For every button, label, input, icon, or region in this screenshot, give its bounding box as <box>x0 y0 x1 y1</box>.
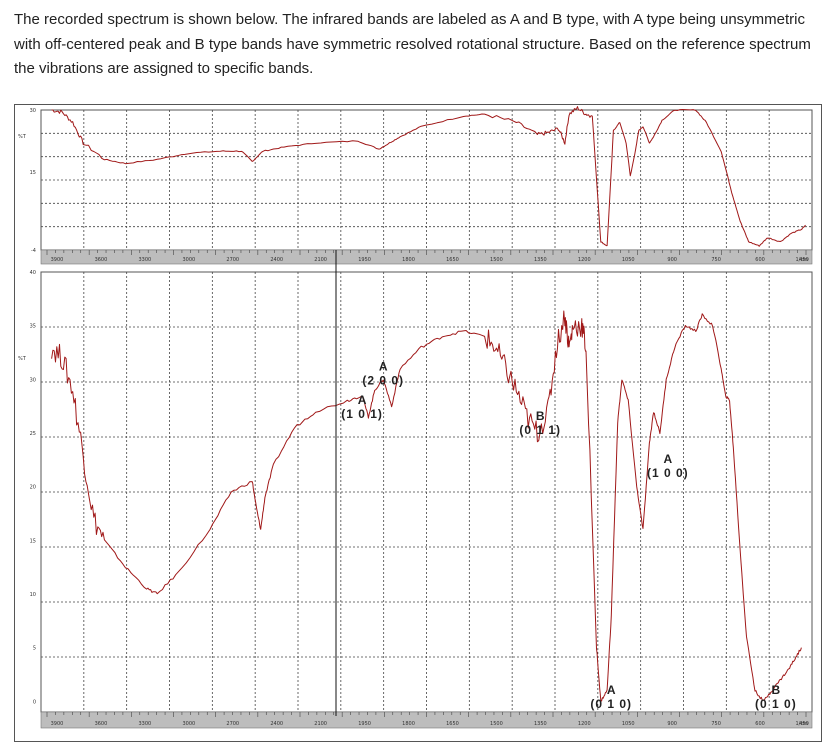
x-tick-label: 3900 <box>51 257 64 263</box>
x-tick-label: 750 <box>711 257 721 263</box>
band-assignment-label: (0 1 1) <box>519 423 561 437</box>
x-tick-label: 2100 <box>314 257 327 263</box>
x-tick-label: 2700 <box>226 721 239 727</box>
y-tick-label: 35 <box>30 324 36 330</box>
overview-spectrum-trace <box>51 106 806 247</box>
x-tick-label: 2400 <box>270 257 283 263</box>
overview-panel: 3900 3600 3300 3000 2700 2400 2100 1950 1800 1650… <box>18 106 813 265</box>
band-assignment-label: (2 0 0) <box>362 374 404 388</box>
x-tick-label: 900 <box>667 257 677 263</box>
x-tick-label: 2400 <box>270 721 283 727</box>
y-axis-unit: %T <box>18 356 27 362</box>
y-tick-label: 30 <box>30 377 36 383</box>
band-assignment-label: (1 0 1) <box>341 407 383 421</box>
band-type-label: A <box>358 393 367 407</box>
x-tick-label: 1650 <box>446 257 459 263</box>
y-tick-label: 40 <box>30 270 36 276</box>
spectrum-figure: 3900 3600 3300 3000 2700 2400 2100 1950 1800 1650… <box>14 104 822 742</box>
x-tick-label: 3000 <box>182 721 195 727</box>
x-tick-label: 1350 <box>534 257 547 263</box>
y-tick-label: 25 <box>30 431 36 437</box>
y-tick-label: 30 <box>30 108 36 114</box>
x-tick-label: 3600 <box>95 257 108 263</box>
x-tick-label: 2700 <box>226 257 239 263</box>
overview-y-tick-labels: 30 15 -4 %T <box>18 108 36 254</box>
overview-x-ticks: 3900 3600 3300 3000 2700 2400 2100 1950 1800 1650… <box>46 250 809 263</box>
overview-grid <box>41 110 812 250</box>
x-tick-label: 1350 <box>534 721 547 727</box>
x-tick-label: 1800 <box>402 257 415 263</box>
y-tick-label: 5 <box>33 646 36 652</box>
y-tick-label: 15 <box>30 538 36 544</box>
x-tick-label: 600 <box>755 721 765 727</box>
x-tick-label: 900 <box>667 721 677 727</box>
x-tick-label: 450 <box>799 257 809 263</box>
y-tick-label: 10 <box>30 592 36 598</box>
x-tick-label: 1650 <box>446 721 459 727</box>
band-type-label: A <box>607 683 616 697</box>
x-tick-label: 450 <box>799 721 809 727</box>
x-tick-label: 3300 <box>139 721 152 727</box>
x-tick-label: 750 <box>711 721 721 727</box>
band-assignment-label: (0 1 0) <box>755 697 797 711</box>
y-axis-unit: %T <box>18 134 27 140</box>
x-tick-label: 3000 <box>182 257 195 263</box>
x-tick-label: 3900 <box>51 721 64 727</box>
x-tick-label: 1200 <box>578 721 591 727</box>
band-annotations: A(1 0 1)A(2 0 0)B(0 1 1)A(1 0 0)A(0 1 0)… <box>341 360 797 711</box>
band-type-label: A <box>379 360 388 374</box>
expanded-spectrum-trace <box>51 310 802 702</box>
x-tick-label: 1500 <box>490 721 503 727</box>
x-tick-label: 2100 <box>314 721 327 727</box>
band-type-label: A <box>663 452 672 466</box>
band-assignment-label: (0 1 0) <box>590 697 632 711</box>
x-tick-label: 1050 <box>622 721 635 727</box>
x-tick-label: 1200 <box>578 257 591 263</box>
band-assignment-label: (1 0 0) <box>647 466 689 480</box>
y-tick-label: 0 <box>33 699 36 705</box>
band-type-label: B <box>772 683 781 697</box>
band-type-label: B <box>536 409 545 423</box>
x-tick-label: 1950 <box>358 721 371 727</box>
x-axis-unit: 1/cm <box>796 721 809 727</box>
x-tick-label: 1800 <box>402 721 415 727</box>
expanded-grid <box>41 272 812 712</box>
x-tick-label: 1500 <box>490 257 503 263</box>
intro-paragraph: The recorded spectrum is shown below. Th… <box>14 11 811 77</box>
x-tick-label: 3300 <box>139 257 152 263</box>
expanded-y-tick-labels: 40 35 30 25 20 15 10 5 0 %T <box>18 270 36 705</box>
y-tick-label: -4 <box>31 248 36 254</box>
x-axis-unit: 1/cm <box>796 257 809 263</box>
x-tick-label: 1050 <box>622 257 635 263</box>
expanded-x-ticks: 3900 3600 3300 3000 2700 2400 2100 1950 1800 1650… <box>46 712 809 727</box>
x-tick-label: 1950 <box>358 257 371 263</box>
x-tick-label: 600 <box>755 257 765 263</box>
x-tick-label: 3600 <box>95 721 108 727</box>
expanded-panel: 3900 3600 3300 3000 2700 2400 2100 1950 1800 1650… <box>18 270 813 729</box>
y-tick-label: 20 <box>30 485 36 491</box>
y-tick-label: 15 <box>30 170 36 176</box>
